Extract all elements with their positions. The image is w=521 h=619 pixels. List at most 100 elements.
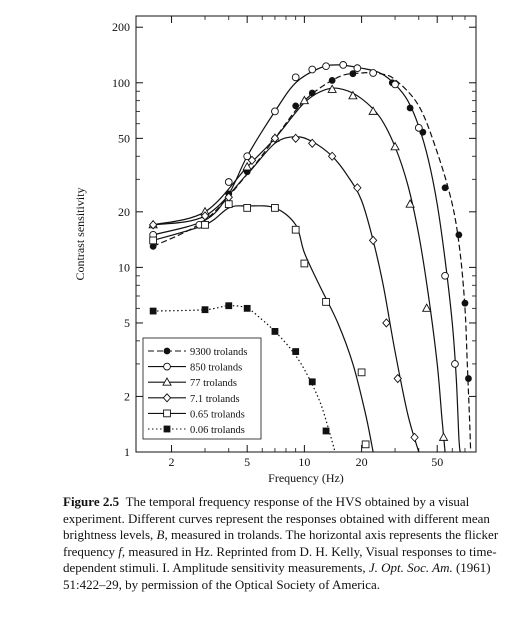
data-point-2 (348, 90, 358, 100)
y-tick-label: 100 (112, 76, 130, 90)
caption-text-3: , measured in Hz. Reprinted from D. H. K… (63, 543, 497, 576)
data-point-4 (357, 368, 366, 377)
legend-marker-2 (162, 377, 172, 386)
y-tick-label: 50 (118, 131, 130, 145)
data-point-3 (308, 138, 317, 148)
y-tick-label: 20 (118, 205, 130, 219)
legend-marker-4 (163, 409, 171, 418)
data-point-2 (299, 95, 310, 105)
data-point-0 (441, 184, 449, 192)
data-point-4 (271, 204, 279, 212)
data-point-3 (148, 220, 158, 230)
caption-label: Figure 2.5 (63, 494, 120, 509)
series-line-0 (152, 72, 472, 453)
data-point-5 (225, 302, 233, 310)
data-point-2 (368, 106, 378, 115)
data-point-1 (353, 64, 362, 73)
x-tick-label: 2 (169, 455, 175, 469)
data-point-5 (201, 306, 209, 314)
data-point-1 (441, 271, 449, 280)
data-point-4 (224, 200, 233, 209)
data-point-2 (327, 84, 337, 93)
data-point-0 (328, 77, 336, 84)
plot-frame (135, 15, 477, 453)
data-point-4 (322, 298, 330, 306)
data-point-1 (224, 178, 233, 186)
data-point-3 (368, 235, 378, 246)
data-point-2 (405, 199, 415, 208)
data-point-5 (292, 348, 300, 355)
x-axis-label: Frequency (Hz) (268, 471, 344, 485)
data-point-5 (308, 378, 316, 386)
legend-label-1: 850 trolands (190, 363, 242, 374)
series-line-2 (152, 87, 446, 453)
data-point-3 (393, 373, 402, 384)
data-point-5 (322, 427, 330, 435)
data-point-3 (270, 133, 280, 144)
legend-label-5: 0.06 trolands (190, 425, 245, 436)
data-point-1 (271, 107, 279, 116)
data-point-3 (410, 432, 419, 443)
series-line-1 (152, 64, 461, 453)
series-line-4 (152, 205, 374, 453)
data-point-0 (465, 375, 472, 382)
x-tick-label: 10 (298, 455, 310, 469)
y-tick-label: 10 (118, 260, 130, 274)
y-tick-label: 200 (112, 20, 130, 34)
data-point-2 (421, 303, 432, 312)
data-point-4 (201, 220, 209, 229)
data-point-5 (243, 304, 251, 312)
caption-journal: J. Opt. Soc. Am. (368, 560, 453, 575)
caption-text-2: , measured in trolands. The horizontal a… (63, 527, 499, 559)
data-point-1 (451, 360, 459, 368)
data-point-1 (414, 123, 423, 132)
legend-label-3: 7.1 trolands (190, 394, 240, 405)
y-axis-ticks: 1 2 5 10 20 50 100 200 (112, 20, 476, 459)
legend: 9300 trolands 850 trolands 77 trolands 7.1 … (142, 337, 262, 440)
legend-marker-3 (162, 393, 172, 403)
data-point-1 (291, 73, 300, 82)
data-point-1 (391, 80, 399, 89)
caption-text-1: The temporal frequency response of the H… (63, 494, 490, 542)
legend-label-4: 0.65 trolands (190, 409, 245, 420)
data-point-3 (247, 155, 257, 166)
y-tick-label: 5 (124, 316, 130, 330)
caption-symbol-b: B (156, 527, 165, 542)
data-point-4 (149, 236, 157, 245)
caption-text-4: (1961) 51:422–29, by permission of the O… (63, 560, 491, 592)
data-point-1 (243, 152, 252, 161)
data-point-2 (438, 432, 449, 441)
legend-marker-0 (163, 347, 171, 355)
data-point-3 (291, 133, 300, 144)
data-point-0 (349, 70, 357, 78)
data-point-0 (406, 104, 414, 112)
legend-box (142, 337, 262, 440)
data-point-2 (390, 141, 400, 151)
data-point-0 (308, 89, 316, 97)
caption-symbol-f: f (118, 543, 122, 559)
data-point-4 (300, 259, 309, 268)
data-point-5 (149, 307, 157, 315)
x-tick-label: 20 (356, 455, 368, 469)
y-tick-label: 2 (124, 389, 130, 403)
legend-marker-1 (163, 362, 171, 371)
x-tick-label: 5 (244, 455, 250, 469)
data-point-1 (369, 69, 377, 77)
data-point-4 (291, 225, 300, 234)
figure-caption: Figure 2.5 The temporal frequency respon… (63, 494, 508, 593)
series-markers (148, 61, 472, 449)
data-point-3 (200, 211, 210, 221)
y-tick-label: 1 (124, 445, 130, 459)
data-point-1 (308, 65, 317, 74)
data-point-0 (292, 102, 300, 110)
data-point-3 (353, 183, 362, 193)
data-point-0 (455, 231, 463, 239)
legend-label-0: 9300 trolands (190, 347, 247, 358)
data-point-5 (271, 328, 279, 335)
legend-marker-5 (163, 425, 171, 433)
data-point-0 (149, 242, 157, 250)
data-point-1 (322, 62, 330, 71)
x-axis-ticks: 2 5 10 20 50 (169, 16, 466, 469)
data-point-4 (361, 440, 370, 449)
data-point-3 (327, 151, 337, 161)
